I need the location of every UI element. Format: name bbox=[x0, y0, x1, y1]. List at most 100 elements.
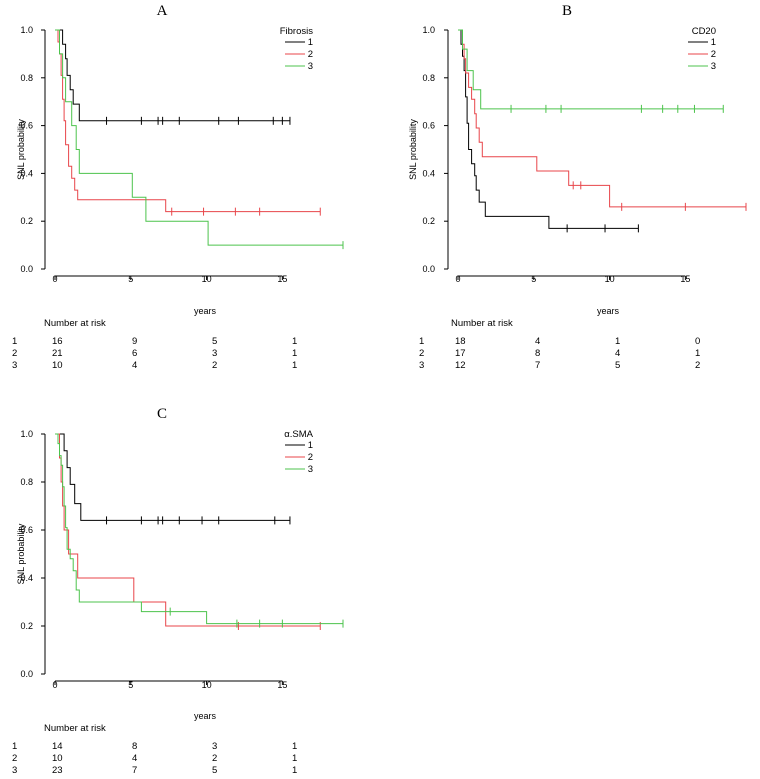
risk-count-group-3: 4 bbox=[132, 360, 137, 371]
risk-count-group-1: 14 bbox=[52, 741, 63, 752]
risk-count-group-1: 4 bbox=[535, 336, 540, 347]
risk-row-group-2: 2 bbox=[12, 348, 17, 359]
risk-row-group-2: 2 bbox=[12, 753, 17, 764]
risk-count-group-2: 2 bbox=[212, 753, 217, 764]
risk-count-group-3: 5 bbox=[212, 765, 217, 776]
x-tick-label: 0 bbox=[455, 274, 460, 284]
y-tick-label: 0.2 bbox=[20, 216, 33, 226]
risk-count-group-2: 6 bbox=[132, 348, 137, 359]
risk-count-group-3: 7 bbox=[132, 765, 137, 776]
risk-count-group-3: 2 bbox=[212, 360, 217, 371]
km-curve-group-3 bbox=[55, 29, 343, 246]
risk-count-group-1: 3 bbox=[212, 741, 217, 752]
risk-count-group-2: 1 bbox=[292, 753, 297, 764]
legend-entry-3: 3 bbox=[308, 61, 313, 72]
y-tick-label: 0.4 bbox=[20, 168, 33, 178]
risk-count-group-2: 1 bbox=[695, 348, 700, 359]
legend-title: Fibrosis bbox=[280, 26, 314, 37]
risk-count-group-1: 18 bbox=[455, 336, 466, 347]
x-tick-label: 15 bbox=[277, 680, 287, 690]
y-tick-label: 1.0 bbox=[422, 25, 435, 35]
y-tick-label: 0.8 bbox=[422, 73, 435, 83]
risk-row-group-1: 1 bbox=[12, 336, 17, 347]
legend-entry-1: 1 bbox=[308, 440, 313, 451]
risk-count-group-1: 1 bbox=[615, 336, 620, 347]
legend-title: α.SMA bbox=[284, 429, 313, 440]
risk-table-header: Number at risk bbox=[44, 318, 106, 329]
legend-entry-3: 3 bbox=[308, 464, 313, 475]
y-axis-label: SNL probability bbox=[408, 119, 418, 180]
km-curve-group-3 bbox=[458, 29, 724, 110]
y-axis-label: SNL probability bbox=[16, 119, 26, 180]
panel-title: C bbox=[157, 406, 167, 422]
km-curve-group-1 bbox=[458, 29, 639, 229]
risk-count-group-2: 4 bbox=[615, 348, 620, 359]
risk-count-group-2: 3 bbox=[212, 348, 217, 359]
km-curve-group-1 bbox=[55, 433, 290, 521]
risk-row-group-3: 3 bbox=[12, 360, 17, 371]
y-tick-label: 0.6 bbox=[20, 525, 33, 535]
y-tick-label: 0.0 bbox=[422, 264, 435, 274]
risk-count-group-1: 1 bbox=[292, 741, 297, 752]
risk-count-group-2: 10 bbox=[52, 753, 63, 764]
legend-entry-2: 2 bbox=[308, 452, 313, 463]
risk-count-group-1: 5 bbox=[212, 336, 217, 347]
risk-count-group-2: 1 bbox=[292, 348, 297, 359]
x-tick-label: 15 bbox=[277, 274, 287, 284]
panel-title: B bbox=[562, 3, 572, 19]
risk-count-group-1: 1 bbox=[292, 336, 297, 347]
legend-entry-1: 1 bbox=[711, 37, 716, 48]
x-tick-label: 10 bbox=[605, 274, 615, 284]
risk-table-header: Number at risk bbox=[44, 723, 106, 734]
x-axis-label: years bbox=[194, 711, 217, 721]
y-tick-label: 0.8 bbox=[20, 73, 33, 83]
legend-entry-1: 1 bbox=[308, 37, 313, 48]
risk-count-group-2: 8 bbox=[535, 348, 540, 359]
km-curve-group-2 bbox=[55, 433, 321, 627]
risk-row-group-3: 3 bbox=[12, 765, 17, 776]
y-tick-label: 0.2 bbox=[422, 216, 435, 226]
y-tick-label: 0.4 bbox=[20, 573, 33, 583]
risk-row-group-2: 2 bbox=[419, 348, 424, 359]
risk-row-group-1: 1 bbox=[419, 336, 424, 347]
risk-count-group-2: 21 bbox=[52, 348, 63, 359]
y-tick-label: 1.0 bbox=[20, 25, 33, 35]
legend-entry-2: 2 bbox=[308, 49, 313, 60]
risk-count-group-2: 17 bbox=[455, 348, 466, 359]
y-tick-label: 0.4 bbox=[422, 168, 435, 178]
panel-title: A bbox=[157, 3, 168, 19]
km-curve-group-2 bbox=[458, 29, 746, 208]
legend-entry-3: 3 bbox=[711, 61, 716, 72]
x-tick-label: 15 bbox=[680, 274, 690, 284]
legend-entry-2: 2 bbox=[711, 49, 716, 60]
risk-count-group-3: 2 bbox=[695, 360, 700, 371]
risk-count-group-3: 7 bbox=[535, 360, 540, 371]
risk-count-group-1: 0 bbox=[695, 336, 700, 347]
km-curve-group-1 bbox=[55, 29, 290, 122]
y-tick-label: 1.0 bbox=[20, 429, 33, 439]
risk-count-group-3: 10 bbox=[52, 360, 63, 371]
x-tick-label: 5 bbox=[531, 274, 536, 284]
km-curve-group-3 bbox=[55, 433, 343, 625]
x-axis-label: years bbox=[194, 306, 217, 316]
risk-row-group-1: 1 bbox=[12, 741, 17, 752]
x-tick-label: 10 bbox=[202, 680, 212, 690]
y-tick-label: 0.6 bbox=[422, 121, 435, 131]
x-axis-label: years bbox=[597, 306, 620, 316]
risk-count-group-3: 12 bbox=[455, 360, 466, 371]
risk-row-group-3: 3 bbox=[419, 360, 424, 371]
y-tick-label: 0.6 bbox=[20, 121, 33, 131]
risk-count-group-3: 23 bbox=[52, 765, 63, 776]
y-tick-label: 0.0 bbox=[20, 669, 33, 679]
legend-title: CD20 bbox=[692, 26, 716, 37]
y-tick-label: 0.0 bbox=[20, 264, 33, 274]
y-tick-label: 0.8 bbox=[20, 477, 33, 487]
risk-count-group-2: 4 bbox=[132, 753, 137, 764]
x-tick-label: 10 bbox=[202, 274, 212, 284]
risk-count-group-1: 16 bbox=[52, 336, 63, 347]
x-tick-label: 5 bbox=[128, 274, 133, 284]
risk-count-group-3: 5 bbox=[615, 360, 620, 371]
